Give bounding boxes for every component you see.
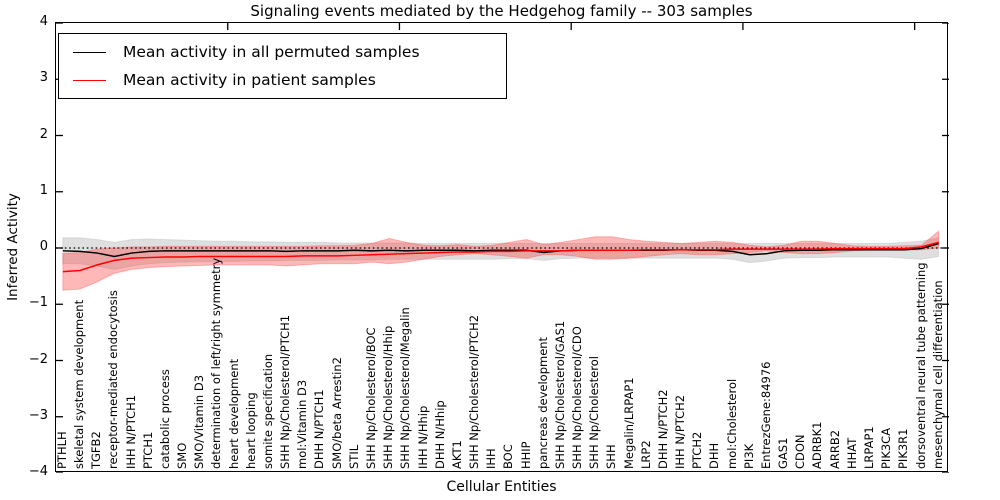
x-tick-label: AKT1 — [449, 440, 464, 469]
legend-line-black-icon — [73, 51, 106, 53]
x-tick-label: SMO/beta Arrestin2 — [329, 357, 344, 469]
x-tick-label: SMO — [175, 442, 190, 469]
y-tick-label: 2 — [39, 126, 48, 142]
legend-item-patient: Mean activity in patient samples — [59, 67, 506, 93]
x-tick-label: ADRBK1 — [810, 421, 825, 469]
x-tick-label: receptor-mediated endocytosis — [106, 290, 121, 469]
x-tick-label: SHH Np/Cholesterol/Megalin — [398, 307, 413, 469]
x-tick-label: IHH N/PTCH1 — [123, 394, 138, 469]
y-tick-label: 1 — [39, 182, 48, 198]
x-tick-label: DHH N/Hhip — [432, 400, 447, 469]
y-tick-label: 0 — [39, 239, 48, 254]
x-tick-label: PIK3CA — [879, 427, 894, 469]
x-tick-label: somite specification — [260, 353, 275, 469]
x-tick-label: catabolic process — [157, 369, 172, 469]
x-tick-label: determination of left/right symmetry — [209, 257, 224, 469]
x-tick-label: mesenchymal cell differentiation — [930, 280, 945, 469]
x-tick-label: heart development — [226, 358, 241, 469]
plot-canvas — [56, 23, 949, 473]
y-tick-label: −3 — [28, 407, 48, 423]
x-tick-label: PTCH1 — [140, 431, 155, 469]
x-tick-label: ARRB2 — [827, 429, 842, 469]
x-tick-label: SMO/Vitamin D3 — [192, 374, 207, 469]
x-tick-label: pancreas development — [535, 336, 550, 469]
x-tick-label: IHH — [484, 448, 499, 469]
x-tick-label: EntrezGene:84976 — [758, 361, 773, 469]
y-tick-label: −4 — [28, 464, 48, 479]
x-tick-label: DHH N/PTCH2 — [655, 389, 670, 469]
x-tick-label: mol:Cholesterol — [724, 378, 739, 469]
x-tick-label: skeletal system development — [72, 299, 87, 469]
x-tick-label: CDON — [793, 434, 808, 469]
x-tick-label: Megalin/LRPAP1 — [621, 377, 636, 469]
x-tick-label: mol:Vitamin D3 — [295, 379, 310, 469]
x-tick-label: IHH N/Hhip — [415, 405, 430, 469]
x-tick-label: LRP2 — [638, 440, 653, 469]
legend-label-patient: Mean activity in patient samples — [123, 71, 376, 89]
x-tick-label: TGFB2 — [89, 431, 104, 469]
x-tick-label: GAS1 — [776, 437, 791, 469]
x-tick-label: PIK3R1 — [896, 428, 911, 470]
x-tick-label: SHH Np/Cholesterol/GAS1 — [552, 320, 567, 469]
y-tick-label: 4 — [39, 14, 48, 29]
y-tick-label: 3 — [39, 70, 48, 86]
legend-label-permuted: Mean activity in all permuted samples — [123, 43, 420, 61]
x-tick-label: STIL — [346, 444, 361, 469]
x-tick-label: HHIP — [518, 441, 533, 469]
y-tick-label: −2 — [28, 351, 48, 367]
x-tick-label: PI3K — [741, 443, 756, 469]
x-tick-label: SHH — [604, 444, 619, 469]
legend-line-red-icon — [73, 79, 106, 81]
x-tick-label: SHH Np/Cholesterol/PTCH2 — [467, 314, 482, 469]
x-tick-label: DHH — [707, 442, 722, 469]
x-tick-label: IHH N/PTCH2 — [673, 394, 688, 469]
legend-item-permuted: Mean activity in all permuted samples — [59, 39, 506, 65]
x-tick-label: dorsoventral neural tube patterning — [913, 262, 928, 469]
x-tick-label: PTCH2 — [690, 431, 705, 469]
x-tick-label: BOC — [501, 444, 516, 469]
x-tick-label: heart looping — [243, 392, 258, 469]
x-tick-label: SHH Np/Cholesterol/PTCH1 — [278, 314, 293, 469]
x-tick-label: HHAT — [844, 437, 859, 469]
y-tick-label: −1 — [28, 295, 48, 311]
x-axis-label: Cellular Entities — [446, 479, 557, 495]
legend: Mean activity in all permuted samples Me… — [58, 33, 507, 99]
x-tick-label: DHH N/PTCH1 — [312, 389, 327, 469]
x-tick-label: LRPAP1 — [862, 426, 876, 469]
x-tick-label: SHH Np/Cholesterol/Hhip — [381, 325, 396, 469]
chart-title: Signaling events mediated by the Hedgeho… — [250, 2, 753, 20]
x-tick-label: SHH Np/Cholesterol — [587, 356, 602, 469]
plot-area — [55, 22, 949, 473]
x-tick-label: PTHLH — [54, 431, 69, 469]
x-tick-label: SHH Np/Cholesterol/BOC — [363, 327, 378, 469]
x-tick-label: SHH Np/Cholesterol/CDO — [570, 326, 585, 469]
